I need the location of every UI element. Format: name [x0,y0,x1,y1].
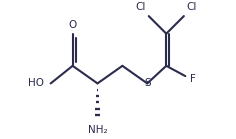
Text: Cl: Cl [187,3,197,12]
Text: S: S [144,78,151,88]
Text: HO: HO [28,78,44,88]
Text: Cl: Cl [135,3,146,12]
Text: O: O [68,20,77,30]
Text: F: F [190,74,196,84]
Text: NH₂: NH₂ [88,125,107,135]
